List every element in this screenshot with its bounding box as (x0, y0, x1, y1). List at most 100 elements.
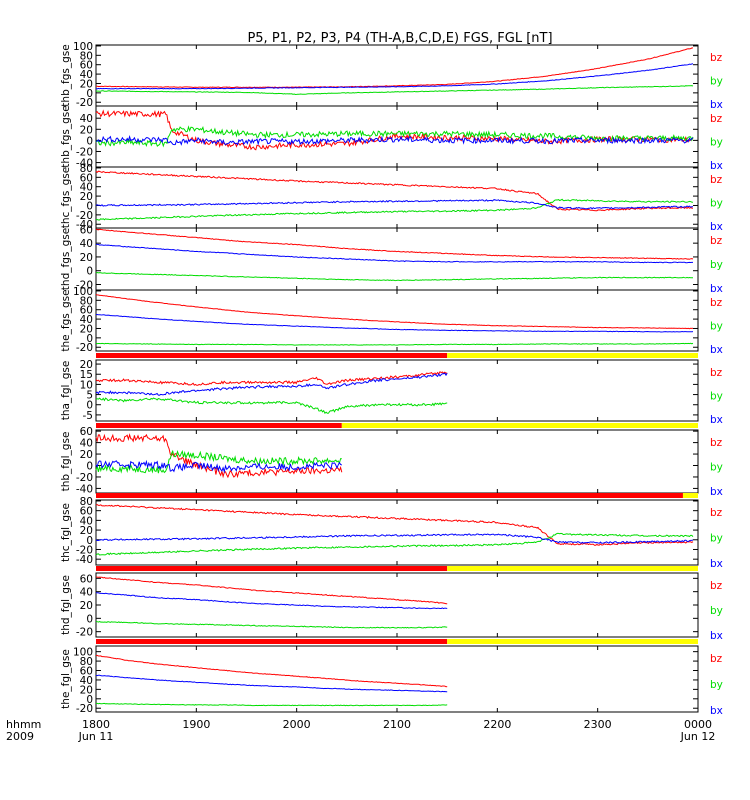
status-bar-yellow (341, 423, 698, 428)
y-tick-label: -40 (76, 158, 93, 170)
y-tick-label: -20 (76, 544, 93, 556)
series-line-bz (95, 170, 694, 212)
y-tick-label: 40 (80, 438, 93, 450)
legend-bx: bx (710, 283, 723, 295)
legend-bz: bz (710, 174, 723, 186)
y-axis-label: thc_fgl_gse (60, 503, 72, 562)
series-line-bx (95, 592, 448, 610)
series-line-bx (95, 459, 342, 474)
series-line-by (95, 342, 694, 346)
status-bar-yellow (682, 493, 698, 498)
series-line-by (95, 620, 448, 629)
y-tick-label: 60 (80, 60, 93, 72)
series-line-by (95, 532, 694, 556)
series-line-bx (96, 135, 694, 146)
series-line-bz (96, 47, 694, 89)
y-tick-label: 0 (86, 461, 93, 473)
y-axis-label: the_fgs_gse (60, 289, 72, 351)
y-tick-label: -40 (76, 219, 93, 231)
legend-by: by (710, 259, 723, 271)
legend-bz: bz (710, 580, 723, 592)
legend-bz: bz (710, 367, 723, 379)
legend-bz: bz (710, 507, 723, 519)
y-tick-label: 40 (80, 113, 93, 125)
x-tick-label: 2000 (283, 718, 311, 731)
y-tick-label: -40 (76, 554, 93, 566)
status-bar-yellow (447, 639, 698, 644)
series-line-by (95, 85, 694, 96)
y-tick-label: 40 (80, 675, 93, 687)
y-tick-label: 60 (80, 573, 93, 585)
y-tick-label: 80 (80, 656, 93, 668)
y-tick-label: 0 (86, 88, 93, 100)
x-tick-label: 2100 (383, 718, 411, 731)
y-tick-label: 40 (80, 238, 93, 250)
y-tick-label: 80 (80, 295, 93, 307)
series-line-by (96, 702, 448, 707)
time-start-date: Jun 11 (78, 730, 114, 743)
time-row-label-hhmm: hhmm (6, 718, 41, 731)
status-bar-yellow (447, 353, 698, 358)
series-line-bz (95, 504, 694, 546)
series-line-bz (95, 370, 448, 386)
series-line-bz (95, 576, 448, 605)
y-tick-label: 60 (80, 305, 93, 317)
legend-bx: bx (710, 630, 723, 642)
legend-bz: bz (710, 235, 723, 247)
y-tick-label: 40 (80, 314, 93, 326)
legend-bx: bx (710, 414, 723, 426)
legend-by: by (710, 137, 723, 149)
panel-frame (95, 645, 699, 713)
status-bar-yellow (447, 566, 698, 571)
y-tick-label: 20 (80, 600, 93, 612)
series-line-bx (95, 243, 693, 264)
y-tick-label: 20 (80, 525, 93, 537)
y-tick-label: 0 (86, 400, 93, 412)
y-axis-label: thc_fgs_gse (60, 167, 72, 228)
series-line-by (95, 271, 694, 282)
legend-bx: bx (710, 705, 723, 717)
series-line-bz (95, 294, 694, 330)
legend-bx: bx (710, 160, 723, 172)
y-tick-label: 0 (86, 200, 93, 212)
y-tick-label: 80 (80, 50, 93, 62)
y-tick-label: -20 (76, 279, 93, 291)
y-axis-label: the_fgl_gse (60, 649, 72, 709)
y-tick-label: 5 (86, 390, 93, 402)
y-tick-label: 0 (86, 613, 93, 625)
y-tick-label: 20 (80, 191, 93, 203)
series-line-bx (95, 533, 694, 544)
y-tick-label: 80 (80, 163, 93, 175)
y-tick-label: 20 (80, 124, 93, 136)
y-tick-label: 40 (80, 182, 93, 194)
panel-4: 60 40 20 0-20 thd_fgs_gse bz by bx (60, 224, 723, 295)
y-tick-label: -20 (76, 472, 93, 484)
y-tick-label: 0 (86, 535, 93, 547)
legend-bx: bx (710, 558, 723, 570)
series-line-bx (95, 674, 448, 693)
series-line-by (95, 198, 694, 221)
status-bar-red (96, 353, 448, 358)
y-tick-label: -20 (76, 97, 93, 109)
y-tick-label: 0 (86, 135, 93, 147)
series-line-bx (95, 63, 694, 90)
legend-bz: bz (710, 52, 723, 64)
y-axis-label: thd_fgs_gse (60, 228, 72, 290)
status-bar-red (96, 423, 342, 428)
y-tick-label: -20 (76, 210, 93, 222)
y-tick-label: -20 (76, 627, 93, 639)
y-tick-label: 60 (80, 506, 93, 518)
legend-bz: bz (710, 653, 723, 665)
panel-frame (95, 359, 699, 422)
y-tick-label: 15 (80, 369, 93, 381)
legend-bx: bx (710, 486, 723, 498)
x-tick-label: 1900 (182, 718, 210, 731)
